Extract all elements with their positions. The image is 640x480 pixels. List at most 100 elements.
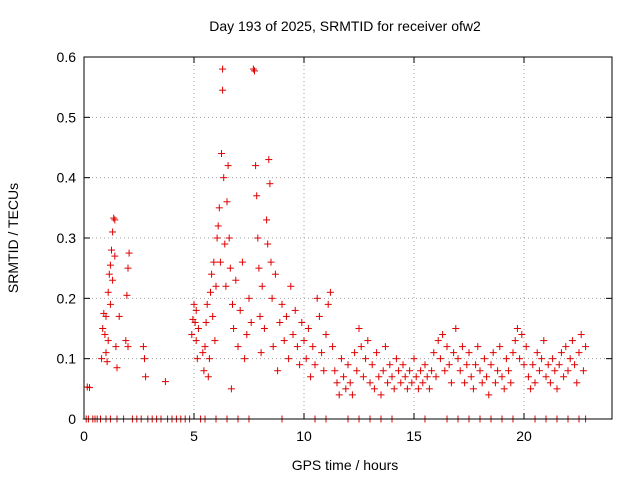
data-point xyxy=(483,373,491,381)
data-point xyxy=(450,349,458,357)
data-point xyxy=(333,379,341,387)
data-point xyxy=(289,331,297,339)
data-point xyxy=(465,349,473,357)
data-point xyxy=(452,325,460,332)
data-point xyxy=(285,355,293,363)
x-tick-label: 20 xyxy=(516,428,532,444)
data-point xyxy=(518,331,526,339)
data-point xyxy=(232,276,240,284)
data-point xyxy=(226,264,234,272)
data-point xyxy=(101,331,109,339)
data-point xyxy=(103,358,111,366)
data-point xyxy=(434,337,442,345)
data-point xyxy=(348,391,356,399)
data-point xyxy=(311,361,319,369)
data-point xyxy=(568,337,576,345)
data-point xyxy=(463,361,471,369)
data-point xyxy=(104,337,112,345)
data-point xyxy=(538,355,546,363)
data-point xyxy=(579,367,587,375)
y-tick-label: 0.4 xyxy=(57,170,77,186)
x-tick-label: 5 xyxy=(190,428,198,444)
data-point xyxy=(469,385,477,393)
data-point xyxy=(315,312,323,320)
data-point xyxy=(200,367,208,375)
data-point xyxy=(268,294,276,302)
data-point xyxy=(370,385,378,393)
data-point xyxy=(340,373,348,381)
data-point xyxy=(249,65,257,73)
data-point xyxy=(267,258,275,266)
y-tick-label: 0.5 xyxy=(57,109,77,125)
data-point xyxy=(410,355,418,363)
data-point xyxy=(256,312,264,320)
data-point xyxy=(555,361,563,369)
data-point xyxy=(500,385,508,393)
data-point xyxy=(253,192,261,200)
data-point xyxy=(456,367,464,375)
data-point xyxy=(210,258,218,266)
data-point xyxy=(458,343,466,351)
data-point xyxy=(520,361,528,369)
data-point xyxy=(219,86,227,94)
data-point xyxy=(401,373,409,381)
data-point xyxy=(258,282,266,290)
data-point xyxy=(219,65,227,73)
data-point xyxy=(430,349,438,357)
data-point xyxy=(390,385,398,393)
data-point xyxy=(342,385,350,393)
data-point xyxy=(549,355,557,363)
data-point xyxy=(355,325,363,332)
data-point xyxy=(527,385,535,393)
data-points xyxy=(82,65,590,423)
data-point xyxy=(122,337,130,345)
data-point xyxy=(546,379,554,387)
data-point xyxy=(320,367,328,375)
data-point xyxy=(304,325,312,332)
data-point xyxy=(388,373,396,381)
data-point xyxy=(192,306,200,314)
data-point xyxy=(203,300,211,308)
data-point xyxy=(125,249,133,257)
data-point xyxy=(443,343,451,351)
data-point xyxy=(99,325,107,332)
data-point xyxy=(236,306,244,314)
data-point xyxy=(441,367,449,375)
data-point xyxy=(110,214,118,222)
data-point xyxy=(494,367,502,375)
data-point xyxy=(280,337,288,345)
data-point xyxy=(346,379,354,387)
data-point xyxy=(112,343,120,351)
data-point xyxy=(106,300,114,308)
data-point xyxy=(192,337,200,345)
data-point xyxy=(571,361,579,369)
data-point xyxy=(423,373,431,381)
data-point xyxy=(439,331,447,339)
data-point xyxy=(190,300,198,308)
data-point xyxy=(353,367,361,375)
data-point xyxy=(102,312,110,320)
data-point xyxy=(447,379,455,387)
data-point xyxy=(278,300,286,308)
data-point xyxy=(300,337,308,345)
data-point xyxy=(108,246,115,254)
data-point xyxy=(425,385,433,393)
data-point xyxy=(406,367,414,375)
data-point xyxy=(478,379,486,387)
data-point xyxy=(436,355,444,363)
data-point xyxy=(335,391,343,399)
data-point xyxy=(124,343,132,351)
data-point xyxy=(560,373,568,381)
data-point xyxy=(260,325,268,332)
data-point xyxy=(215,204,223,212)
data-point xyxy=(384,379,392,387)
data-point xyxy=(224,162,232,170)
data-point xyxy=(161,378,169,386)
data-point xyxy=(211,337,219,345)
data-point xyxy=(266,180,274,188)
data-point xyxy=(251,67,258,75)
data-point xyxy=(302,355,310,363)
data-point xyxy=(491,379,499,387)
data-point xyxy=(496,343,504,351)
data-point xyxy=(412,373,420,381)
